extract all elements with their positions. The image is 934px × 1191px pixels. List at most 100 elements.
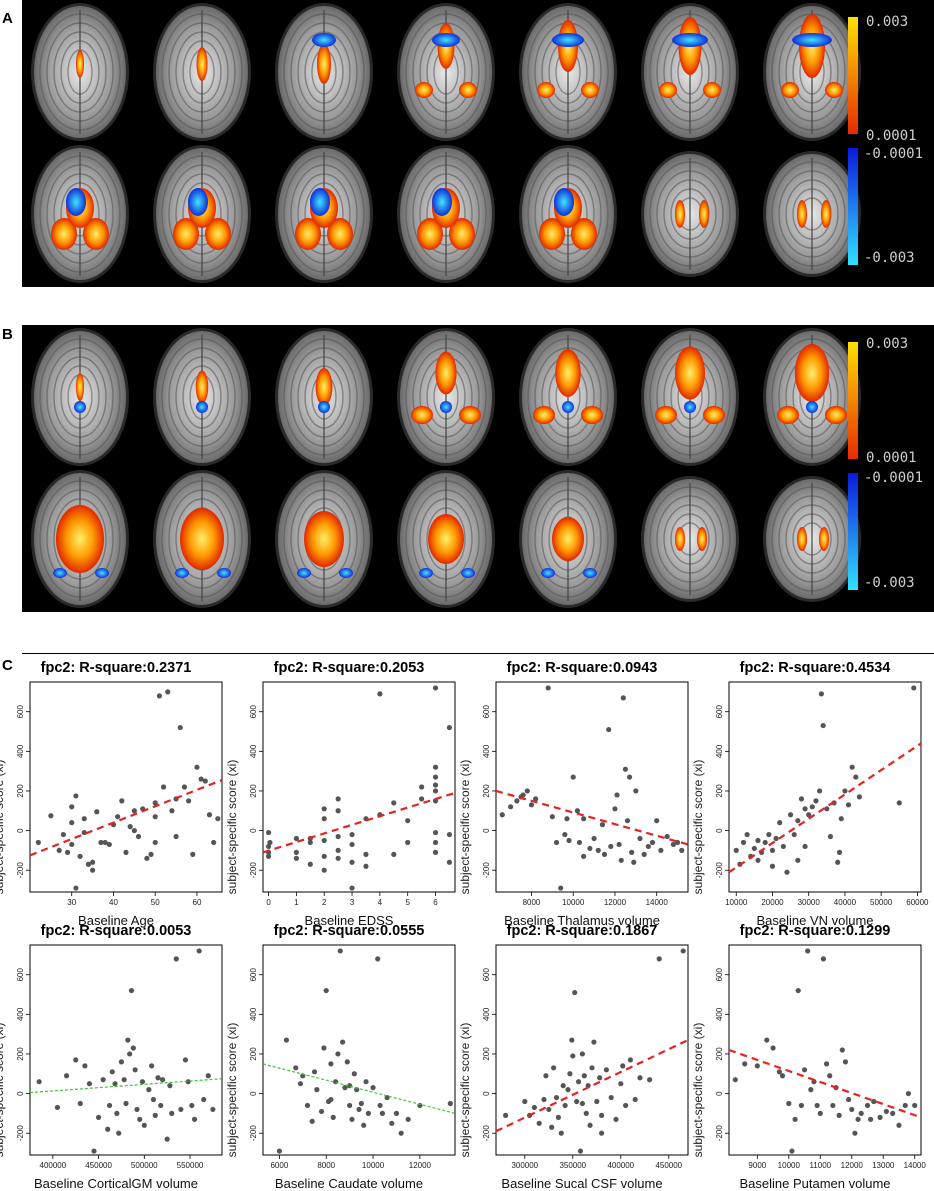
data-point <box>156 693 162 699</box>
data-point <box>587 1122 593 1128</box>
data-point <box>314 1087 320 1093</box>
data-point <box>109 1069 115 1075</box>
data-point <box>127 824 133 830</box>
data-point <box>363 1079 369 1085</box>
data-point <box>321 837 327 844</box>
plot-title: fpc2: R-square:0.0555 <box>273 923 425 939</box>
y-tick-label: 200 <box>249 784 258 798</box>
data-point <box>105 1126 111 1132</box>
data-point <box>555 1114 561 1120</box>
data-point <box>328 1096 334 1103</box>
data-point <box>670 841 676 848</box>
data-point <box>265 829 272 836</box>
data-point <box>150 1096 157 1103</box>
data-point <box>190 851 196 857</box>
data-point <box>769 847 776 853</box>
brain-slice <box>763 476 861 602</box>
plot-title: fpc2: R-square:0.0053 <box>40 923 192 939</box>
data-point <box>533 796 539 802</box>
data-point <box>558 1130 564 1136</box>
x-tick-label: 12000 <box>409 1161 432 1170</box>
data-point <box>791 831 797 838</box>
x-axis-label: Baseline Thalamus volume <box>504 913 660 928</box>
data-point <box>546 1106 552 1113</box>
data-point <box>347 1102 353 1109</box>
data-point <box>375 956 381 962</box>
panel-divider <box>22 653 934 654</box>
y-tick-label: -200 <box>715 862 724 879</box>
data-point <box>211 839 217 846</box>
y-tick-label: 600 <box>16 704 25 718</box>
data-point <box>276 1148 282 1154</box>
data-point <box>802 843 808 850</box>
x-tick-label: 13000 <box>872 1161 895 1170</box>
y-tick-label: 600 <box>249 704 258 718</box>
data-point <box>637 835 643 842</box>
data-point <box>845 802 852 808</box>
data-point <box>836 1112 842 1118</box>
data-point <box>806 812 812 818</box>
data-point <box>784 869 790 875</box>
data-point <box>852 1130 858 1136</box>
data-point <box>69 820 75 826</box>
data-point <box>744 831 750 838</box>
scatter-plot: fpc2: R-square:0.0053 subject-specific sc… <box>0 923 230 1191</box>
brain-slice <box>31 328 129 466</box>
data-point <box>94 809 100 815</box>
data-point <box>152 800 158 806</box>
brain-slice <box>153 3 251 141</box>
colorbar-positive <box>848 342 858 459</box>
scatter-plot: fpc2: R-square:0.0943 subject-specific sc… <box>458 660 696 928</box>
data-point <box>842 1059 849 1065</box>
data-point <box>432 764 439 770</box>
y-tick-label: 600 <box>715 704 724 718</box>
data-point <box>393 1110 400 1116</box>
data-point <box>528 802 535 808</box>
data-point <box>595 847 601 853</box>
data-point <box>579 1100 585 1107</box>
data-point <box>626 774 633 780</box>
x-tick-label: 60000 <box>906 898 929 907</box>
data-point <box>632 1096 638 1103</box>
data-point <box>802 806 808 812</box>
y-tick-label: 600 <box>715 967 724 981</box>
data-point <box>309 1118 315 1124</box>
colorbar-b-top: 0.003 <box>866 336 909 352</box>
data-point <box>562 831 568 838</box>
regression-line <box>495 789 689 846</box>
data-point <box>838 816 844 822</box>
scatter-svg: 30 40 50 60 -200 0 200 400 600 <box>16 681 223 907</box>
data-point <box>798 1102 804 1109</box>
data-point <box>391 851 397 857</box>
data-point <box>654 818 660 824</box>
data-point <box>890 1110 896 1116</box>
data-point <box>849 764 855 770</box>
brain-slice <box>397 3 495 141</box>
data-point <box>115 814 121 820</box>
scatter-svg: 10000 20000 30000 40000 50000 60000 -200 0 200 40… <box>715 681 929 907</box>
data-point <box>159 1077 166 1083</box>
data-point <box>152 839 158 846</box>
data-point <box>820 722 826 729</box>
data-point <box>81 829 87 836</box>
data-point <box>215 816 221 822</box>
data-point <box>265 843 272 850</box>
data-point <box>603 1067 609 1073</box>
data-point <box>131 808 137 814</box>
scatter-svg: 300000 350000 400000 450000 -200 0 200 400 600 <box>482 944 689 1170</box>
data-point <box>165 689 171 695</box>
brain-slice <box>763 3 861 141</box>
data-point <box>740 839 747 846</box>
x-tick-label: 450000 <box>655 1161 682 1170</box>
data-point <box>164 1136 170 1142</box>
data-point <box>307 861 313 867</box>
data-point <box>680 948 686 954</box>
y-tick-label: 0 <box>249 1091 258 1096</box>
data-point <box>631 859 637 865</box>
plot-frame <box>29 944 223 1156</box>
brain-slice <box>519 3 617 141</box>
y-tick-label: 400 <box>16 744 25 758</box>
brain-slice <box>275 328 373 466</box>
brain-slice <box>31 470 129 608</box>
colorbar-a-pos-low: 0.0001 <box>866 128 917 144</box>
